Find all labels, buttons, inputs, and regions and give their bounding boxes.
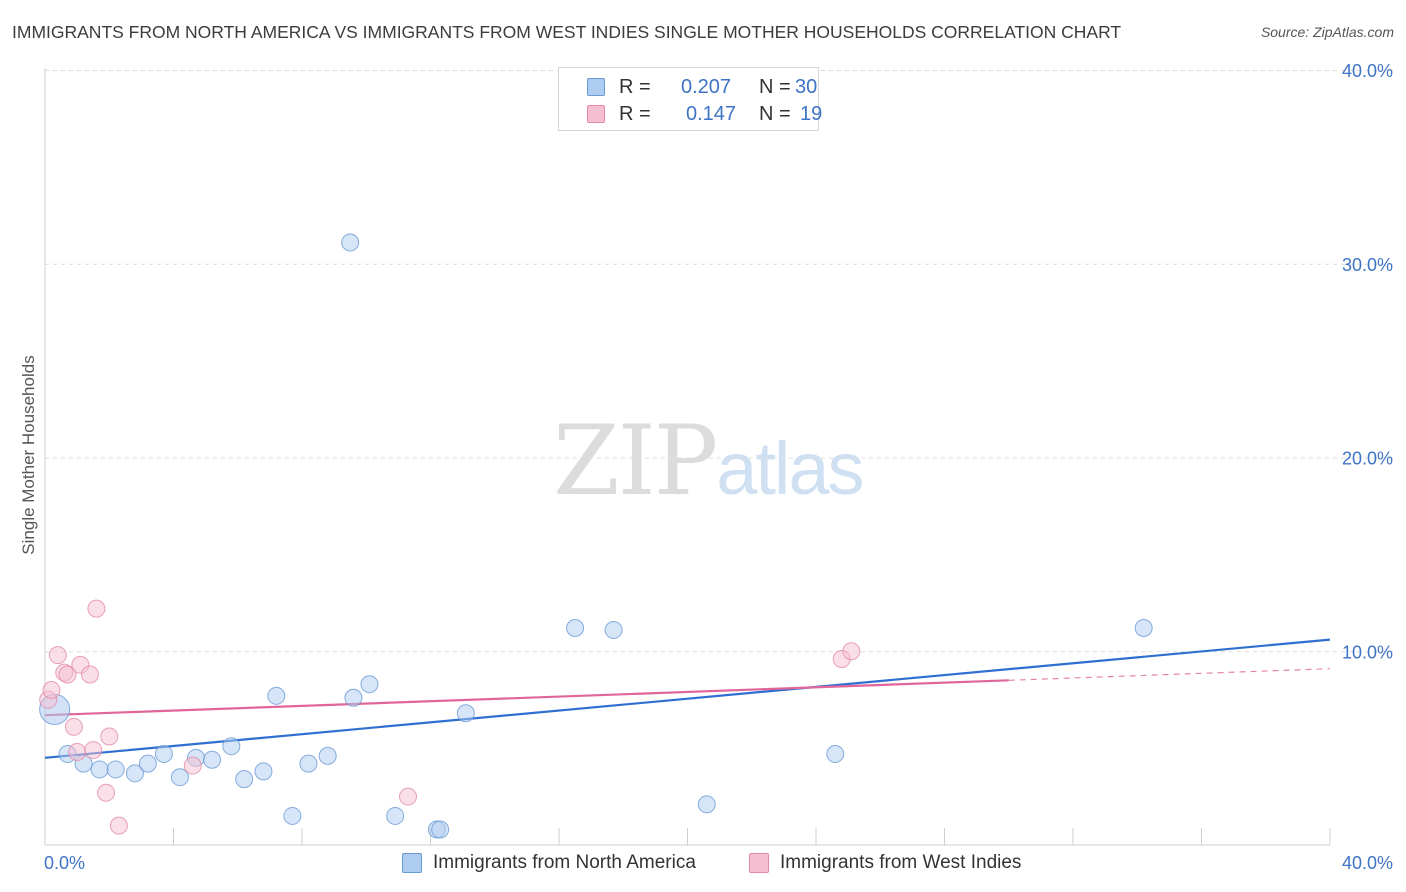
legend-r-label: R = <box>619 76 651 98</box>
data-point <box>431 820 450 839</box>
data-point <box>183 756 202 775</box>
data-point <box>222 737 241 756</box>
data-point <box>90 760 109 779</box>
data-point <box>344 688 363 707</box>
y-axis-label: Single Mother Households <box>19 355 38 554</box>
data-point <box>109 816 128 835</box>
data-point <box>203 750 222 769</box>
y-tick-label: 20.0% <box>1342 449 1393 469</box>
watermark-zip: ZIP <box>553 405 718 517</box>
data-point <box>154 744 173 763</box>
data-point <box>64 717 83 736</box>
data-points <box>39 233 1153 839</box>
data-point <box>399 787 418 806</box>
data-point <box>697 795 716 814</box>
data-point <box>42 681 61 699</box>
trend-line <box>44 679 1009 717</box>
data-point <box>48 646 67 665</box>
source-label: Source: ZipAtlas.com <box>1260 24 1394 40</box>
data-point <box>100 727 119 746</box>
legend-n-value: 30 <box>795 76 818 98</box>
legend-r-value: 0.147 <box>686 103 737 125</box>
data-point <box>341 233 360 252</box>
legend-n-label: N = <box>759 76 791 98</box>
data-point <box>267 686 286 705</box>
watermark-atlas: atlas <box>716 427 864 510</box>
data-point <box>254 762 273 781</box>
y-tick-label: 40.0% <box>1342 61 1393 81</box>
data-point <box>299 754 318 773</box>
data-point <box>360 675 379 694</box>
y-tick-label: 30.0% <box>1342 255 1393 275</box>
legend-swatch-west-indies <box>587 105 605 123</box>
y-tick-label: 10.0% <box>1342 642 1393 662</box>
data-point <box>604 620 623 639</box>
trend-line-dashed <box>1008 668 1331 681</box>
data-point <box>106 760 125 779</box>
legend-swatch-north-america <box>587 78 605 96</box>
data-point <box>97 783 116 802</box>
grid-lines <box>45 70 1395 653</box>
axes <box>44 68 1331 846</box>
bottom-legend-swatch-north-america <box>402 853 422 873</box>
data-point <box>125 764 144 783</box>
data-point <box>84 741 103 760</box>
trend-lines <box>44 638 1331 759</box>
legend-n-value: 19 <box>800 103 823 125</box>
data-point <box>58 665 77 684</box>
x-tick-label: 40.0% <box>1342 853 1393 873</box>
x-tick-label: 0.0% <box>44 853 85 873</box>
bottom-legend-label: Immigrants from North America <box>433 852 696 873</box>
correlation-legend: R = 0.207 N = 30 R = 0.147 N = 19 <box>558 67 823 131</box>
tick-labels: 10.0% 20.0% 30.0% 40.0% 0.0% 40.0% <box>44 61 1393 873</box>
data-point <box>80 665 99 684</box>
data-point <box>235 770 254 789</box>
data-point <box>170 768 189 787</box>
bottom-legend-swatch-west-indies <box>749 853 769 873</box>
data-point <box>87 599 106 618</box>
data-point <box>68 743 87 761</box>
data-point <box>456 704 475 723</box>
data-point <box>826 744 845 763</box>
data-point <box>138 754 157 773</box>
data-point <box>842 642 861 661</box>
watermark: ZIPatlas <box>553 405 865 517</box>
data-point <box>386 806 405 825</box>
data-point <box>1134 619 1153 637</box>
data-point <box>283 806 302 825</box>
legend-n-label: N = <box>759 103 791 125</box>
legend-r-value: 0.207 <box>681 76 732 98</box>
legend-r-label: R = <box>619 103 651 125</box>
data-point <box>566 619 585 637</box>
trend-line <box>44 638 1331 759</box>
chart-title: IMMIGRANTS FROM NORTH AMERICA VS IMMIGRA… <box>12 22 1122 42</box>
bottom-legend-label: Immigrants from West Indies <box>780 852 1022 873</box>
data-point <box>318 746 337 765</box>
